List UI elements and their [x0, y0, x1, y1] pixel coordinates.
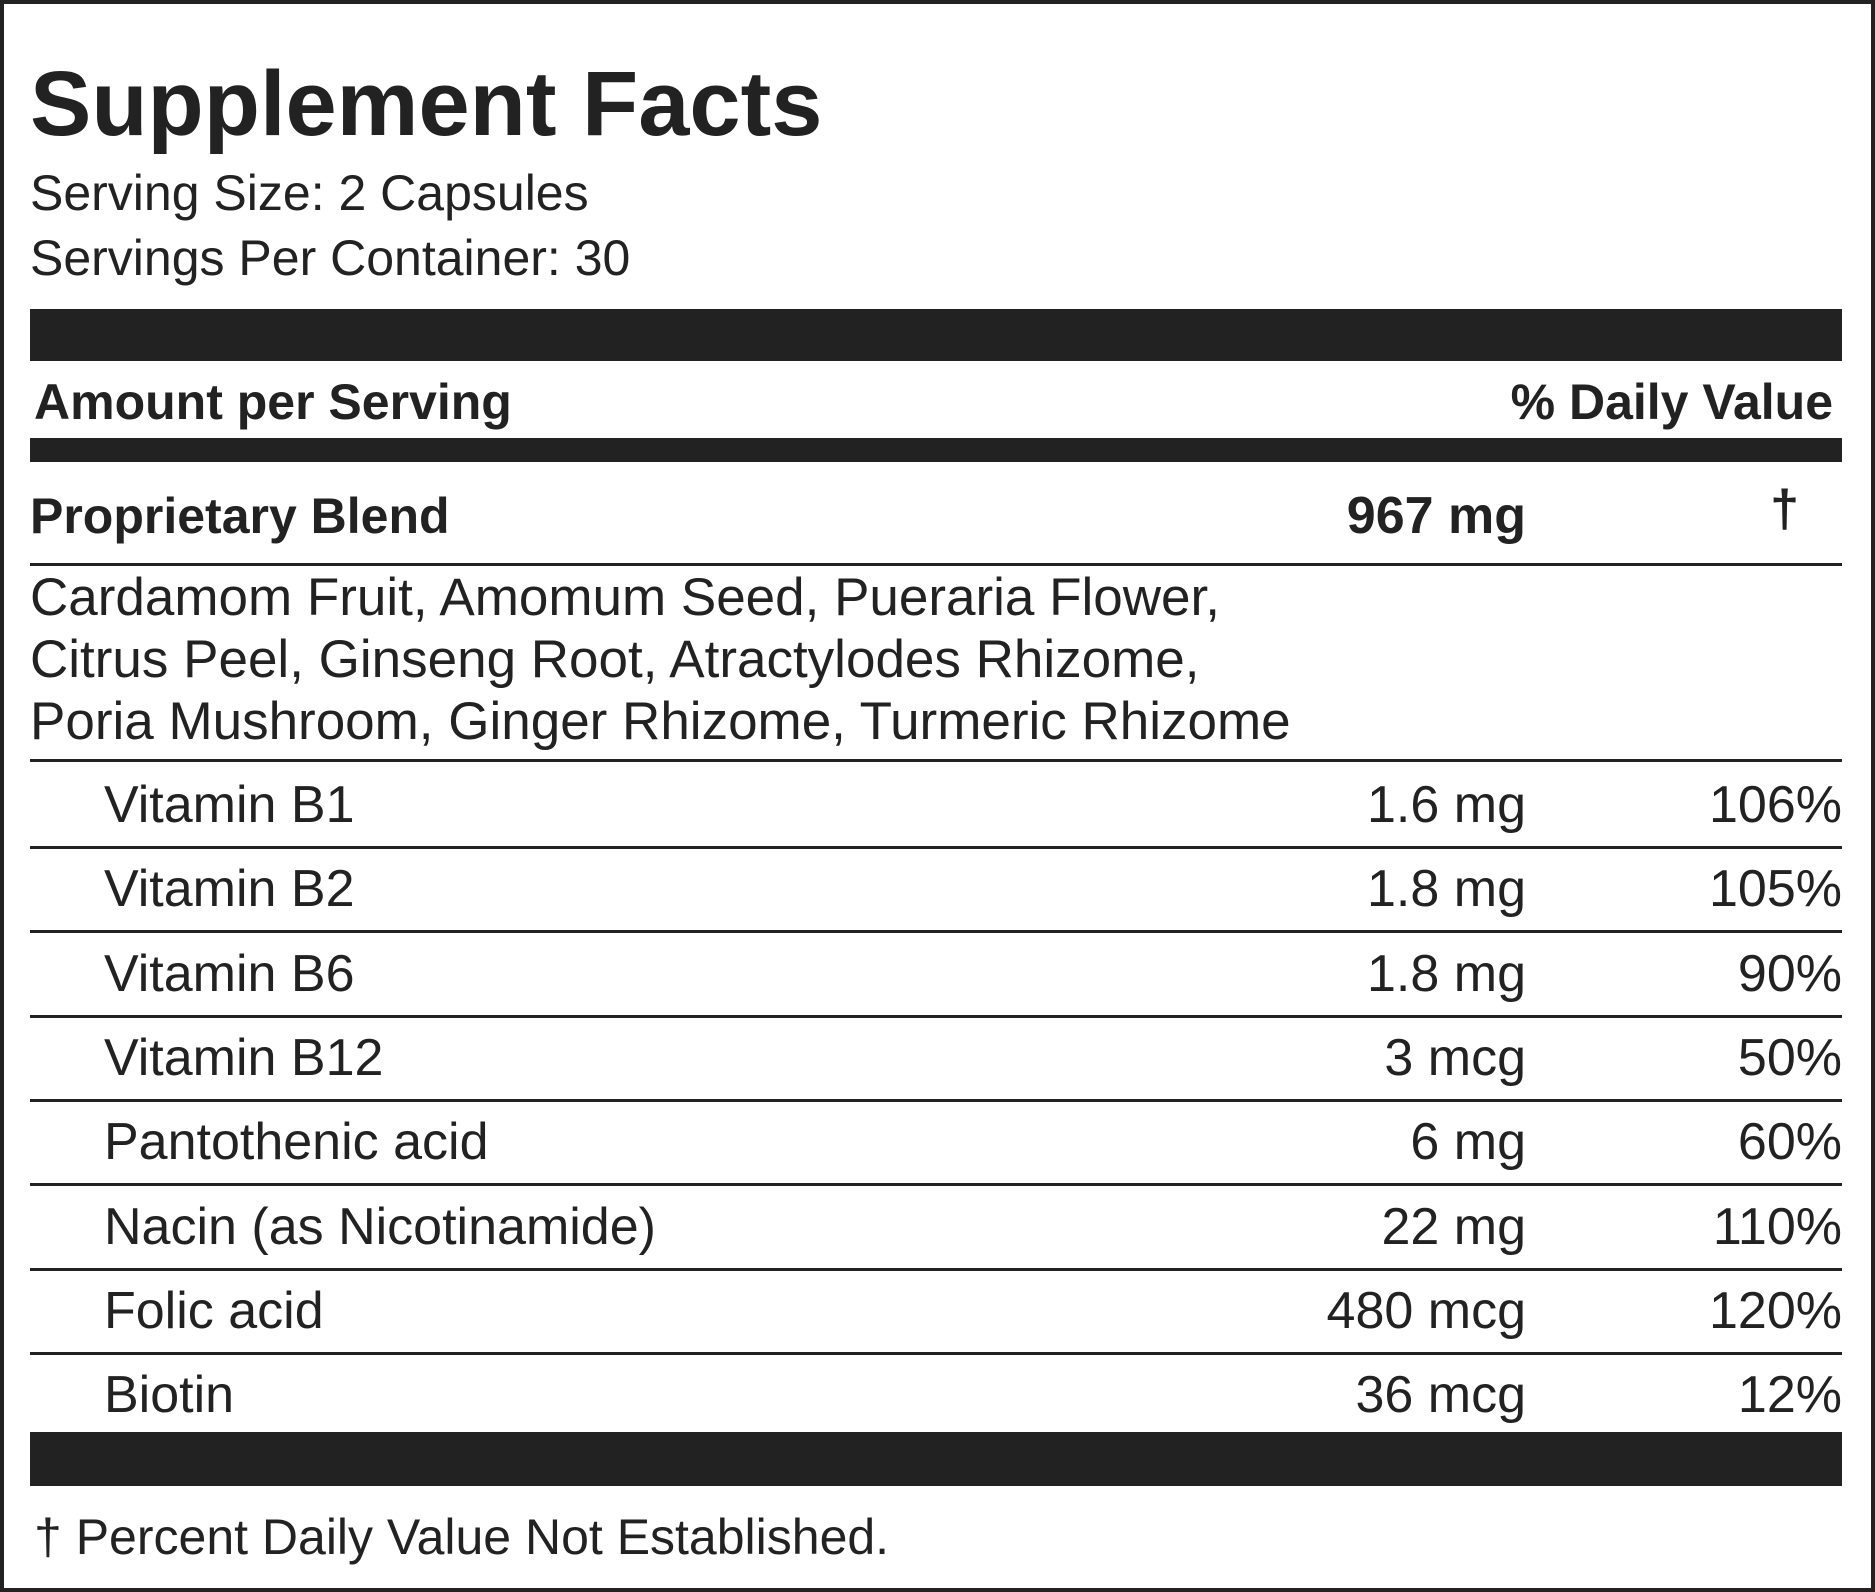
- rule: [30, 1014, 1842, 1018]
- nutrient-amount: 22 mg: [1381, 1197, 1526, 1256]
- nutrient-daily-value: 106%: [1709, 776, 1842, 834]
- nutrient-name: Vitamin B2: [104, 860, 355, 919]
- footnote: † Percent Daily Value Not Established.: [34, 1509, 890, 1565]
- ingredient-line: Cardamom Fruit, Amomum Seed, Pueraria Fl…: [30, 568, 1220, 627]
- nutrient-amount: 1.6 mg: [1367, 776, 1526, 834]
- nutrient-amount: 1.8 mg: [1367, 944, 1526, 1003]
- serving-size: Serving Size: 2 Capsules: [30, 165, 589, 221]
- nutrient-name: Biotin: [104, 1366, 235, 1425]
- rule: [30, 1183, 1842, 1187]
- nutrient-daily-value: 12%: [1737, 1366, 1842, 1425]
- nutrient-name: Nacin (as Nicotinamide): [104, 1197, 656, 1256]
- nutrient-daily-value: 50%: [1737, 1028, 1842, 1087]
- nutrient-name: Vitamin B12: [104, 1028, 384, 1087]
- medium-bar: [30, 438, 1842, 462]
- rule: [30, 930, 1842, 934]
- rule: [30, 1351, 1842, 1355]
- rule: [30, 1267, 1842, 1271]
- nutrient-daily-value: 105%: [1709, 860, 1842, 919]
- nutrient-daily-value: 110%: [1712, 1197, 1842, 1256]
- nutrient-amount: 36 mcg: [1355, 1366, 1526, 1425]
- rule: [30, 1098, 1842, 1102]
- nutrient-name: Vitamin B1: [104, 776, 355, 834]
- title: Supplement Facts: [30, 53, 823, 155]
- ingredient-line: Citrus Peel, Ginseng Root, Atractylodes …: [30, 630, 1200, 689]
- nutrient-amount: 3 mcg: [1384, 1028, 1526, 1087]
- nutrient-daily-value: 60%: [1737, 1113, 1842, 1172]
- thick-bar: [30, 309, 1842, 361]
- nutrient-amount: 1.8 mg: [1367, 860, 1526, 919]
- nutrient-daily-value: 90%: [1737, 944, 1842, 1003]
- nutrient-name: Pantothenic acid: [104, 1113, 489, 1172]
- nutrient-name: Folic acid: [104, 1281, 324, 1340]
- blend-daily-value: †: [1770, 480, 1799, 538]
- blend-name: Proprietary Blend: [30, 488, 450, 544]
- rule: [30, 759, 1842, 762]
- nutrient-amount: 480 mcg: [1326, 1281, 1526, 1340]
- rule: [30, 846, 1842, 849]
- nutrient-daily-value: 120%: [1709, 1281, 1842, 1340]
- ingredient-line: Poria Mushroom, Ginger Rhizome, Turmeric…: [30, 692, 1291, 751]
- servings-per-container: Servings Per Container: 30: [30, 230, 631, 286]
- nutrient-amount: 6 mg: [1410, 1113, 1526, 1172]
- nutrient-name: Vitamin B6: [104, 944, 355, 1003]
- blend-amount: 967 mg: [1346, 487, 1526, 545]
- rule: [30, 563, 1842, 566]
- header-daily-value: % Daily Value: [1510, 374, 1833, 430]
- thick-bar: [30, 1432, 1842, 1486]
- header-amount: Amount per Serving: [34, 374, 512, 430]
